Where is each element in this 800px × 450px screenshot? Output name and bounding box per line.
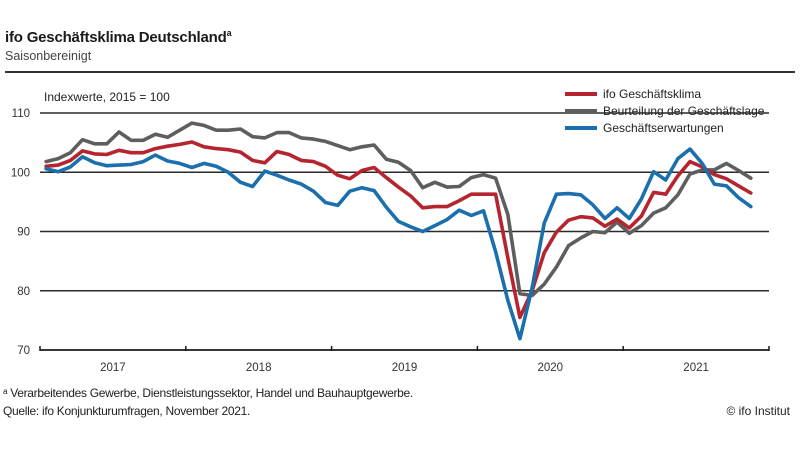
y-axis-ticks: 70 80 90 100 110 <box>11 108 30 357</box>
chart-subtitle: Saisonbereinigt <box>5 49 92 63</box>
x-tick-label: 2019 <box>392 362 418 374</box>
series-line-2 <box>44 147 753 341</box>
y-tick-label: 90 <box>17 227 30 239</box>
series-lines <box>44 121 753 341</box>
legend-label-0: ifo Geschäftsklima <box>603 87 701 101</box>
y-tick-label: 100 <box>11 167 30 179</box>
chart-title-text: ifo Geschäftsklima Deutschland <box>5 29 227 46</box>
source-note: Quelle: ifo Konjunkturumfragen, November… <box>3 404 251 418</box>
x-tick-label: 2018 <box>246 362 272 374</box>
legend-label-2: Geschäftserwartungen <box>603 121 724 135</box>
legend: ifo Geschäftsklima Beurteilung der Geschä… <box>565 87 765 135</box>
footnote: ᵃ Verarbeitendes Gewerbe, Dienstleistung… <box>3 386 413 400</box>
series-line-1 <box>44 121 753 298</box>
title-footnote-marker: a <box>226 28 232 38</box>
chart-title: ifo Geschäftsklima Deutschlanda <box>5 28 232 46</box>
y-tick-label: 70 <box>17 345 30 357</box>
y-tick-label: 80 <box>17 286 30 298</box>
legend-label-1: Beurteilung der Geschäftslage <box>603 104 765 118</box>
series-line-0 <box>44 140 753 320</box>
gridlines <box>40 112 769 292</box>
copyright: © ifo Institut <box>726 404 790 418</box>
x-tick-label: 2021 <box>683 362 709 374</box>
x-axis: 2017 2018 2019 2020 2021 <box>39 346 770 374</box>
x-tick-label: 2017 <box>100 362 126 374</box>
x-tick-label: 2020 <box>538 362 564 374</box>
header-divider <box>5 71 795 73</box>
unit-label: Indexwerte, 2015 = 100 <box>44 90 170 104</box>
y-tick-label: 110 <box>12 108 30 120</box>
